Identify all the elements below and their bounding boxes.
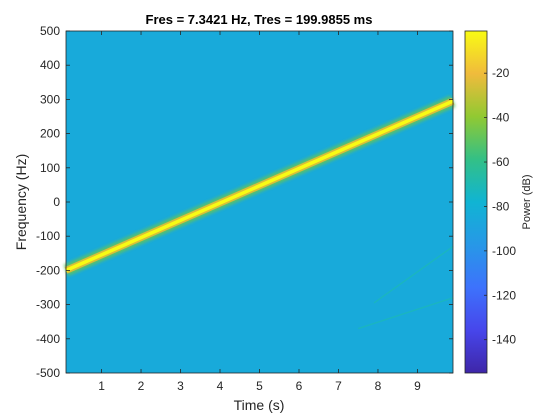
chart-title: Fres = 7.3421 Hz, Tres = 199.9855 ms	[146, 12, 373, 27]
chirp-line	[65, 99, 454, 273]
plot-area	[63, 30, 456, 374]
y-tick-label: 300	[40, 92, 60, 106]
x-tick-label: 4	[217, 379, 224, 393]
y-tick-label: 200	[40, 127, 60, 141]
y-tick-label: 100	[40, 161, 60, 175]
faint-trace-2	[358, 297, 454, 330]
y-tick-label: -200	[36, 263, 60, 277]
y-axis-label: Frequency (Hz)	[13, 154, 29, 250]
x-tick-label: 7	[335, 379, 342, 393]
colorbar-tick-label: -40	[492, 111, 510, 125]
colorbar-gradient	[464, 30, 488, 374]
colorbar-tick-label: -140	[492, 333, 516, 347]
colorbar-label: Power (dB)	[521, 174, 533, 229]
x-tick-label: 2	[138, 379, 145, 393]
colorbar-tick-label: -80	[492, 199, 510, 213]
y-tick-label: -300	[36, 298, 60, 312]
colorbar-tick-label: -20	[492, 66, 510, 80]
y-axis-ticks: 500 400 300 200 100 0 -100 -200 -300 -400 -500	[36, 24, 453, 380]
x-axis-label: Time (s)	[234, 397, 285, 413]
spectrogram-background	[66, 31, 453, 373]
x-tick-label: 5	[256, 379, 263, 393]
colorbar-ticks: -20 -40 -60 -80 -100 -120 -140	[484, 66, 516, 347]
y-tick-label: -400	[36, 332, 60, 346]
x-tick-label: 8	[375, 379, 382, 393]
colorbar-tick-label: -100	[492, 244, 516, 258]
y-tick-label: -500	[36, 366, 60, 380]
x-tick-label: 1	[98, 379, 105, 393]
x-tick-label: 6	[296, 379, 303, 393]
faint-trace-1	[373, 245, 454, 304]
x-axis-ticks: 1 2 3 4 5 6 7 8 9	[98, 31, 421, 393]
y-tick-label: 400	[40, 58, 60, 72]
y-tick-label: -100	[36, 229, 60, 243]
y-tick-label: 0	[53, 195, 60, 209]
colorbar-tick-label: -120	[492, 288, 516, 302]
colorbar	[464, 30, 488, 374]
y-tick-label: 500	[40, 24, 60, 38]
x-tick-label: 3	[177, 379, 184, 393]
x-tick-label: 9	[414, 379, 421, 393]
colorbar-tick-label: -60	[492, 155, 510, 169]
